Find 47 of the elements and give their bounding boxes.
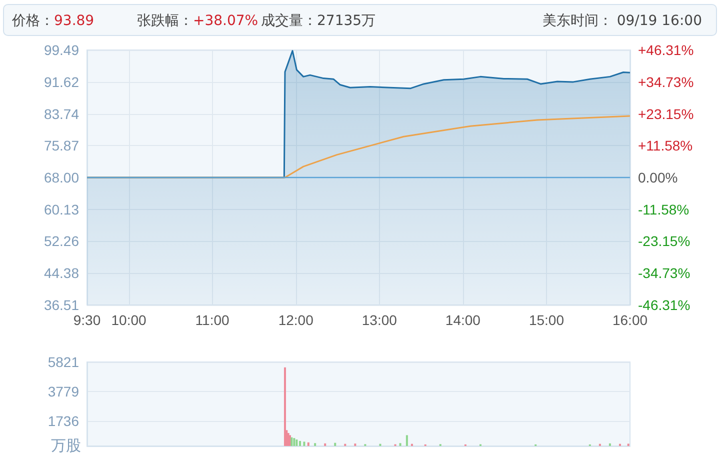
y-tick-label: 52.26 [44, 233, 80, 250]
bar [314, 443, 316, 446]
y-tick-label: 68.00 [44, 170, 80, 186]
y-tick-label: 36.51 [44, 297, 80, 313]
y2-tick-label: +11.58% [638, 138, 693, 154]
y-tick-label: 44.38 [44, 265, 80, 282]
bar [284, 367, 286, 446]
x-tick-label: 13:00 [362, 312, 398, 328]
y-tick-label: 60.13 [44, 201, 80, 218]
bar [299, 440, 302, 446]
bar [296, 440, 298, 446]
text: 张跌幅：+38.07% [137, 13, 258, 29]
bar [399, 443, 402, 446]
bar [608, 443, 611, 446]
text: 价格：93.89 [12, 13, 94, 29]
line-series [86, 115, 631, 178]
y2-tick-label: +34.73% [638, 74, 694, 90]
x-tick-label: 12:00 [278, 312, 314, 328]
bar [406, 435, 408, 446]
y-tick-label: 83.74 [44, 106, 80, 122]
y-tick-label: 99.49 [44, 42, 80, 58]
x-tick-label: 9:30 [73, 312, 101, 328]
y-axis-title: 万股 [51, 438, 81, 454]
y2-tick-label: 0.00% [638, 170, 678, 186]
y2-tick-label: -46.31% [638, 297, 690, 313]
y2-tick-label: +46.31% [638, 42, 694, 58]
y-tick-label: 75.87 [44, 138, 80, 154]
x-tick-label: 15:00 [528, 312, 564, 328]
y2-tick-label: -23.15% [638, 233, 690, 250]
x-tick-label: 14:00 [445, 312, 481, 328]
bar [307, 442, 310, 446]
x-tick-label: 11:00 [195, 312, 230, 328]
bar [324, 443, 326, 446]
bar [334, 442, 336, 446]
y-tick-label: 1736 [48, 412, 80, 429]
bar [303, 442, 306, 446]
bar [293, 438, 296, 446]
x-tick-label: 10:00 [111, 312, 146, 328]
text: 成交量：27135万 [261, 13, 376, 29]
y-tick-label: 91.62 [44, 74, 80, 90]
y2-tick-label: -11.58% [638, 201, 690, 218]
x-tick-label: 16:00 [612, 312, 648, 328]
y-tick-label: 5821 [48, 354, 80, 370]
text: 美东时间： 09/19 16:00 [542, 13, 702, 29]
y-tick-label: 3779 [48, 383, 80, 400]
y2-tick-label: -34.73% [638, 265, 690, 282]
y2-tick-label: +23.15% [638, 106, 694, 122]
